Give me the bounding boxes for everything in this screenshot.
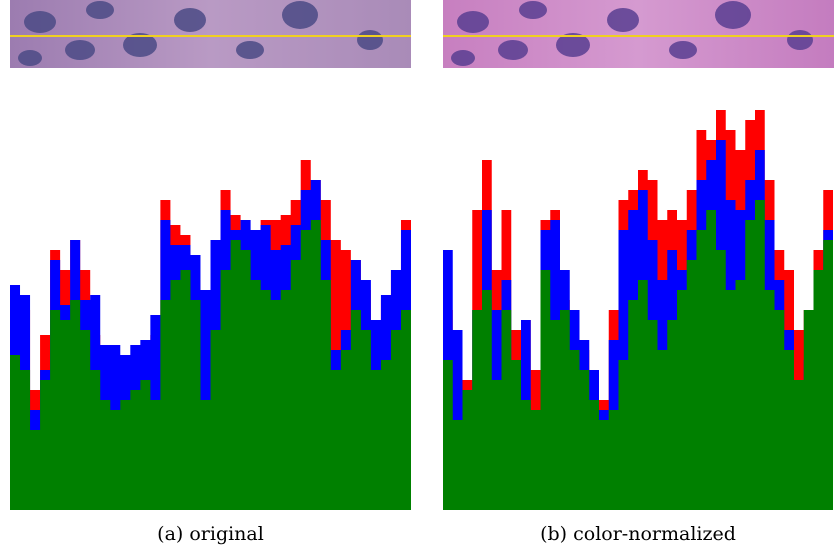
profile-area (10, 220, 411, 510)
caption: (b) color-normalized (540, 523, 736, 545)
tissue-image-b (443, 0, 834, 68)
profile-area (443, 200, 833, 510)
caption: (a) original (157, 523, 264, 545)
tissue-image-a (10, 0, 411, 68)
